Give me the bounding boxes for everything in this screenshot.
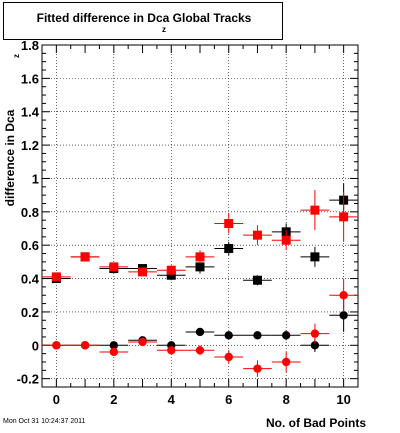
data-point-square [224, 244, 234, 254]
chart-title: Fitted difference in Dca Global Tracks [36, 11, 252, 25]
data-point-circle [195, 327, 205, 337]
x-tick-label: 10 [336, 392, 350, 407]
data-point-circle [310, 341, 320, 350]
y-tick-label: 0.2 [21, 305, 39, 320]
data-point-circle [109, 347, 119, 357]
x-axis-label: No. of Bad Points [266, 416, 366, 430]
data-point-square [310, 205, 320, 215]
x-tick-label: 4 [168, 392, 176, 407]
y-tick-label: 0.6 [21, 238, 39, 253]
data-point-circle [224, 352, 233, 362]
data-point-circle [310, 329, 320, 338]
y-tick-label: 1.6 [21, 71, 39, 86]
data-point-square [195, 262, 205, 272]
y-tick-label: 0 [32, 338, 39, 353]
y-axis-label-subscript: z [12, 54, 21, 58]
y-tick-label: 1.4 [21, 105, 40, 120]
data-point-square [80, 252, 90, 262]
data-point-square [195, 252, 205, 262]
data-point-circle [339, 291, 348, 300]
y-tick-label: 1.2 [21, 138, 39, 153]
data-point-square [252, 275, 262, 285]
data-point-square [281, 235, 291, 245]
data-point-circle [281, 357, 291, 367]
y-tick-label: 1 [32, 171, 39, 186]
data-point-circle [224, 331, 233, 340]
data-point-circle [339, 311, 348, 320]
y-tick-label: -0.2 [17, 372, 39, 387]
x-tick-label: 2 [110, 392, 117, 407]
data-point-circle [281, 331, 291, 340]
data-point-circle [80, 341, 90, 350]
y-tick-label: 0.8 [21, 205, 39, 220]
chart-title-subscript: z [162, 25, 166, 34]
data-point-circle [167, 346, 176, 355]
data-point-circle [138, 337, 147, 347]
footer-timestamp: Mon Oct 31 10:24:37 2011 [3, 418, 86, 425]
x-tick-label: 8 [283, 392, 290, 407]
axes: 0 2 4 6 8 10 -0.2 0 0.2 0.4 0.6 0.8 1 1.2 1.4 1.6 1.8 [17, 38, 358, 407]
data-point-square [310, 252, 320, 262]
chart-title-box: Fitted difference in Dca Global Tracks z [3, 2, 283, 40]
data-point-square [138, 267, 148, 277]
data-point-square [339, 212, 349, 222]
data-point-circle [253, 364, 262, 373]
data-point-square [109, 262, 119, 272]
data-point-square [252, 230, 262, 240]
marks [42, 183, 358, 377]
data-point-circle [109, 341, 119, 350]
y-tick-label: 1.8 [21, 38, 39, 53]
x-tick-label: 0 [53, 392, 60, 407]
data-point-square [51, 272, 61, 282]
data-point-circle [195, 346, 205, 355]
x-tick-label: 6 [225, 392, 232, 407]
data-point-circle [253, 331, 262, 340]
data-point-circle [52, 341, 61, 350]
y-axis-label: difference in Dca [3, 109, 17, 206]
data-point-square [224, 219, 234, 229]
data-point-square [166, 265, 176, 275]
y-tick-label: 0.4 [21, 272, 40, 287]
